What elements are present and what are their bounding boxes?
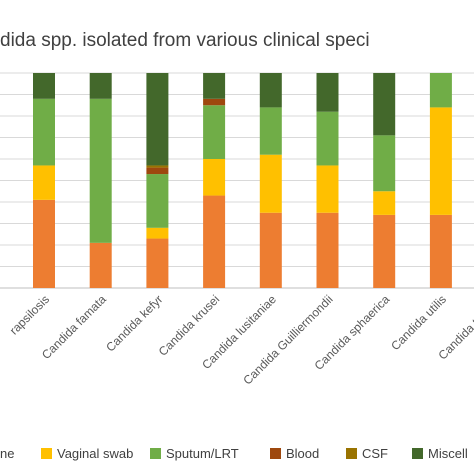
bar-segment-miscellaneous [316, 73, 339, 112]
bar-segment-vaginal-swab [316, 165, 339, 213]
bars [33, 73, 452, 288]
legend: ne Vaginal swab Sputum/LRT Blood CSF Miscell [0, 446, 468, 461]
legend-item: CSF [346, 446, 388, 461]
bar-segment-sputum-lrt [89, 98, 112, 243]
legend-label: Vaginal swab [57, 446, 133, 461]
legend-item: Miscell [412, 446, 468, 461]
bar-segment-blood [203, 98, 226, 106]
bar-segment-urine [373, 214, 396, 288]
legend-label: Sputum/LRT [166, 446, 239, 461]
legend-label: CSF [362, 446, 388, 461]
bar-segment-urine [33, 199, 55, 288]
legend-swatch [41, 448, 52, 459]
legend-item: Blood [270, 446, 319, 461]
legend-swatch [150, 448, 161, 459]
x-tick-label: rapsilosis [7, 292, 52, 337]
bar-segment-miscellaneous [259, 73, 282, 108]
bar-segment-miscellaneous [33, 73, 55, 99]
legend-swatch [412, 448, 423, 459]
bar-segment-miscellaneous [373, 73, 396, 136]
bar-segment-vaginal-swab [33, 165, 55, 200]
x-tick-label: Candida kefyr [103, 292, 165, 354]
bar-segment-vaginal-swab [146, 227, 169, 239]
legend-item: Sputum/LRT [150, 446, 239, 461]
bar-segment-vaginal-swab [259, 154, 282, 213]
bar-segment-sputum-lrt [33, 98, 55, 166]
bar-segment-vaginal-swab [203, 159, 226, 196]
bar-segment-csf [146, 165, 169, 168]
legend-swatch [346, 448, 357, 459]
bar-segment-sputum-lrt [429, 73, 452, 108]
bar-segment-sputum-lrt [259, 107, 282, 155]
legend-item: ne [0, 446, 14, 461]
legend-label: Blood [286, 446, 319, 461]
bar-segment-urine [429, 214, 452, 288]
bar-segment-vaginal-swab [373, 191, 396, 215]
bar-segment-sputum-lrt [146, 174, 169, 228]
bar-segment-sputum-lrt [373, 135, 396, 192]
bar-segment-urine [146, 238, 169, 288]
bar-segment-miscellaneous [89, 73, 112, 99]
bar-segment-blood [146, 167, 169, 175]
bar-segment-sputum-lrt [203, 105, 226, 159]
legend-item: Vaginal swab [41, 446, 133, 461]
bar-segment-miscellaneous [146, 73, 169, 166]
x-tick-label: Candida utilis [388, 292, 449, 353]
bar-segment-urine [203, 195, 226, 288]
bar-segment-urine [259, 212, 282, 288]
bar-segment-urine [89, 242, 112, 288]
bar-segment-urine [316, 212, 339, 288]
chart-title: dida spp. isolated from various clinical… [0, 30, 370, 51]
legend-swatch [270, 448, 281, 459]
bar-segment-sputum-lrt [316, 111, 339, 166]
bar-segment-miscellaneous [203, 73, 226, 99]
gridlines [0, 72, 474, 289]
legend-label: Miscell [428, 446, 468, 461]
legend-label: ne [0, 446, 14, 461]
bar-segment-vaginal-swab [429, 107, 452, 215]
